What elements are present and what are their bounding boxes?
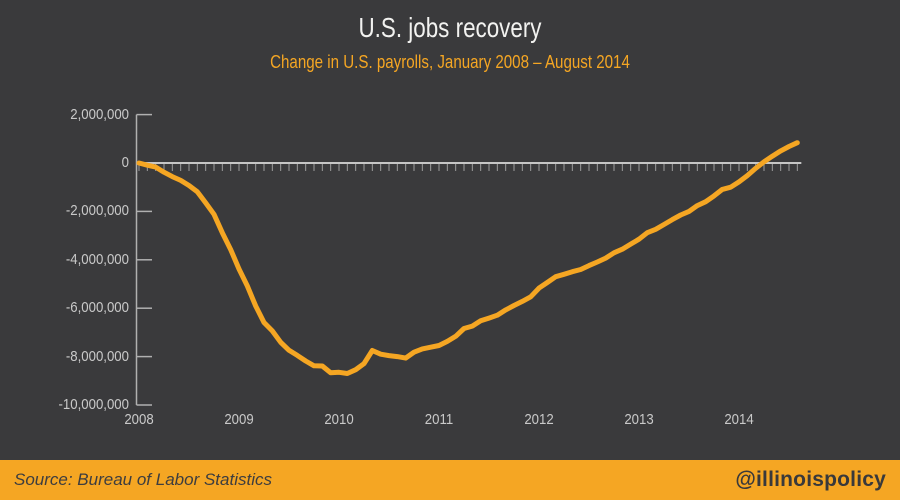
y-tick-label: 2,000,000 xyxy=(70,105,129,123)
payrolls-series-line xyxy=(136,140,800,376)
x-tick-label: 2008 xyxy=(124,411,154,428)
chart-subtitle: Change in U.S. payrolls, January 2008 – … xyxy=(270,52,630,72)
x-tick-label: 2010 xyxy=(324,411,354,428)
source-attribution: Source: Bureau of Labor Statistics xyxy=(14,470,272,489)
y-tick-label: -2,000,000 xyxy=(65,202,129,220)
y-tick-label: -10,000,000 xyxy=(58,396,129,413)
y-tick-label: -4,000,000 xyxy=(65,250,129,268)
x-tick-label: 2009 xyxy=(224,411,254,428)
x-tick-label: 2011 xyxy=(424,411,454,428)
x-tick-label: 2014 xyxy=(724,411,754,428)
y-tick-label: 0 xyxy=(121,154,129,171)
chart-title: U.S. jobs recovery xyxy=(358,12,542,43)
x-tick-label: 2012 xyxy=(524,411,554,428)
y-tick-label: -6,000,000 xyxy=(65,299,129,317)
y-tick-label: -8,000,000 xyxy=(65,347,129,365)
x-tick-label: 2013 xyxy=(624,411,654,428)
footer-band: Source: Bureau of Labor Statistics @illi… xyxy=(0,460,900,500)
payrolls-line-chart xyxy=(135,113,802,406)
brand-handle: @illinoispolicy xyxy=(735,468,886,491)
